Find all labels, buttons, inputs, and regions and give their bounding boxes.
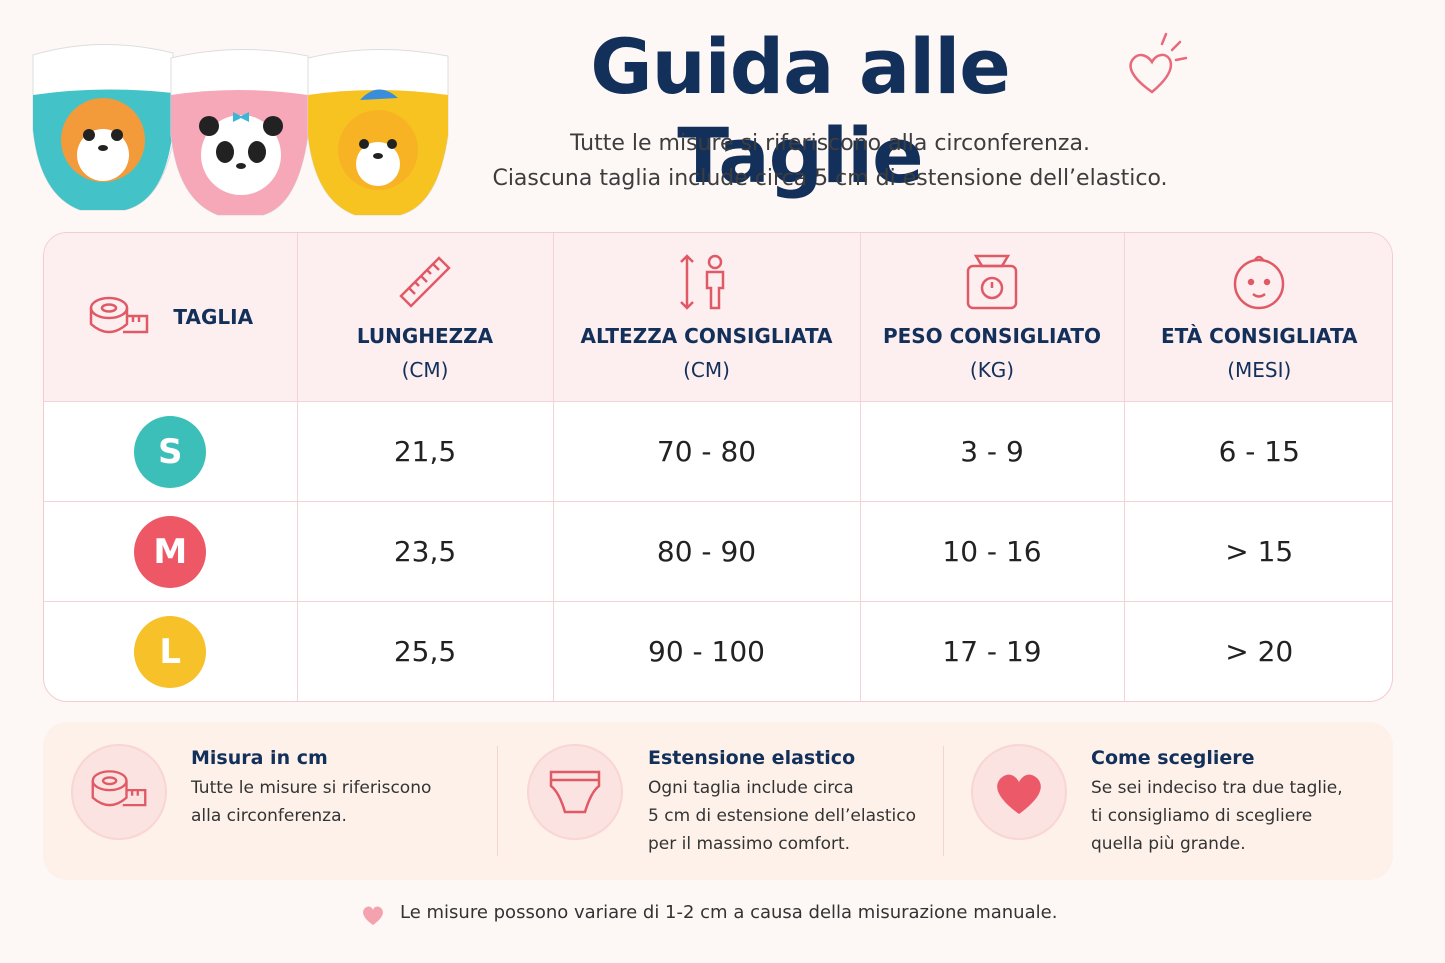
cell: 21,5	[296, 400, 554, 503]
tape-icon	[90, 296, 149, 334]
info-text: quella più grande.	[1091, 834, 1246, 854]
row: L 25,5 90 - 100 17 - 19 > 20	[44, 601, 1392, 701]
column-unit: (CM)	[683, 358, 730, 382]
table: TAGLIA LUNGHEZZA (CM) ALTEZZA CONSIGLIATA…	[44, 233, 1392, 701]
header-cell: PESO CONSIGLIATO (KG)	[859, 233, 1125, 402]
column-unit: (CM)	[401, 358, 449, 382]
size-cell: M	[44, 501, 298, 603]
tape-icon	[91, 770, 147, 807]
cell: > 15	[1123, 501, 1392, 603]
info-icon	[529, 746, 621, 838]
column-label: PESO CONSIGLIATO	[882, 324, 1102, 348]
cell: 6 - 15	[1123, 400, 1392, 503]
title: Guida alle Taglie	[590, 22, 1011, 200]
info-text: Ogni taglia include circa	[648, 778, 854, 798]
column-label: LUNGHEZZA	[356, 324, 494, 348]
scale-icon	[966, 254, 1018, 310]
header-cell: TAGLIA	[44, 233, 298, 402]
cell: 25,5	[296, 601, 554, 701]
header-cell: ETÀ CONSIGLIATA (MESI)	[1123, 233, 1392, 402]
ruler-icon	[399, 256, 451, 308]
product-illustration	[32, 44, 449, 216]
cell: 17 - 19	[859, 601, 1125, 701]
divider	[943, 746, 944, 856]
heart-icon	[997, 774, 1041, 814]
info-text: Tutte le misure si riferiscono	[191, 778, 432, 798]
info-text: per il massimo comfort.	[648, 834, 851, 854]
header-cell: LUNGHEZZA (CM)	[296, 233, 554, 402]
subtitle: Tutte le misure si riferiscono alla circ…	[570, 131, 1090, 156]
column-label: TAGLIA	[173, 305, 254, 329]
footnote-heart	[363, 906, 383, 925]
info-icon	[73, 746, 165, 838]
cell: 70 - 80	[552, 400, 861, 503]
cell: 10 - 16	[859, 501, 1125, 603]
info-text: ti consigliamo di scegliere	[1091, 806, 1313, 826]
cell: 80 - 90	[552, 501, 861, 603]
footnote: Le misure possono variare di 1-2 cm a ca…	[400, 902, 1058, 923]
row: M 23,5 80 - 90 10 - 16 > 15	[44, 501, 1392, 603]
info-text: 5 cm di estensione dell’elastico	[648, 806, 916, 826]
heart-doodle	[1129, 32, 1188, 94]
info-text: Se sei indeciso tra due taglie,	[1091, 778, 1343, 798]
info-text: alla circonferenza.	[191, 806, 347, 826]
size-cell: S	[44, 400, 298, 503]
height-icon	[679, 254, 724, 310]
subtitle: Ciascuna taglia include circa 5 cm di es…	[492, 166, 1168, 191]
cell: > 20	[1123, 601, 1392, 701]
header-row: TAGLIA LUNGHEZZA (CM) ALTEZZA CONSIGLIATA…	[44, 233, 1392, 402]
size-table: TAGLIA LUNGHEZZA (CM) ALTEZZA CONSIGLIATA…	[43, 232, 1393, 702]
info-title: Come scegliere	[1091, 747, 1255, 769]
header-cell: ALTEZZA CONSIGLIATA (CM)	[552, 233, 861, 402]
cell: 23,5	[296, 501, 554, 603]
info-panel: Misura in cm Tutte le misure si riferisc…	[43, 722, 1393, 880]
size-badge: L	[134, 615, 207, 688]
column-unit: (MESI)	[1227, 358, 1292, 382]
diaper-icon	[549, 770, 601, 814]
size-cell: L	[44, 601, 298, 701]
baby-icon	[1234, 255, 1285, 310]
cell: 3 - 9	[859, 400, 1125, 503]
size-badge: M	[134, 515, 207, 588]
column-unit: (KG)	[969, 358, 1015, 382]
cell: 90 - 100	[552, 601, 861, 701]
info-title: Estensione elastico	[648, 747, 856, 769]
column-label: ALTEZZA CONSIGLIATA	[580, 324, 833, 348]
info-icon	[973, 746, 1065, 838]
divider	[497, 746, 498, 856]
size-badge: S	[134, 415, 207, 488]
column-label: ETÀ CONSIGLIATA	[1160, 324, 1358, 348]
info-title: Misura in cm	[191, 747, 328, 769]
